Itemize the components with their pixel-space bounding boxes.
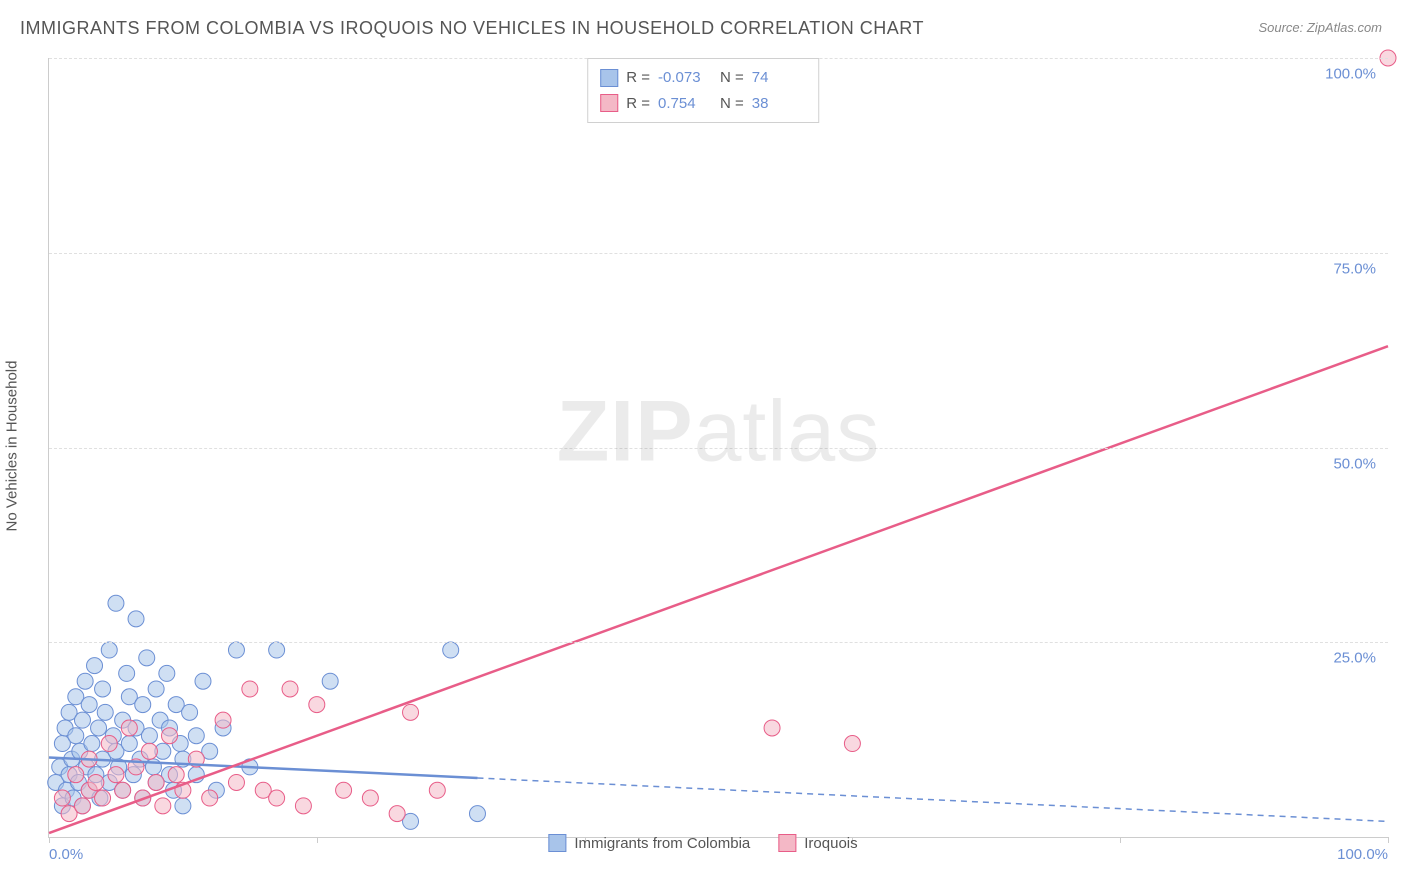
scatter-point [282,681,298,697]
scatter-point [135,697,151,713]
scatter-point [269,790,285,806]
scatter-point [195,673,211,689]
chart-title: IMMIGRANTS FROM COLOMBIA VS IROQUOIS NO … [20,18,924,39]
scatter-point [139,650,155,666]
x-tick-label: 100.0% [1337,846,1388,863]
scatter-point [91,720,107,736]
scatter-point [148,774,164,790]
legend-row-1: R = 0.754 N = 38 [600,91,806,117]
legend-row-0: R = -0.073 N = 74 [600,65,806,91]
scatter-point [68,767,84,783]
scatter-point [108,595,124,611]
r-value-1: 0.754 [658,91,712,117]
source-attribution: Source: ZipAtlas.com [1258,20,1382,35]
scatter-point [81,697,97,713]
scatter-point [108,767,124,783]
scatter-point [84,736,100,752]
scatter-point [115,782,131,798]
x-tick [49,837,50,843]
scatter-point [336,782,352,798]
x-tick-label: 0.0% [49,846,83,863]
scatter-point [175,798,191,814]
scatter-point [242,681,258,697]
plot-area: ZIPatlas 25.0%50.0%75.0%100.0%0.0%100.0% [48,58,1388,838]
gridline [49,448,1388,449]
scatter-point [215,712,231,728]
gridline [49,253,1388,254]
scatter-point [97,704,113,720]
scatter-point [202,790,218,806]
gridline [49,642,1388,643]
scatter-point [95,681,111,697]
x-tick [317,837,318,843]
scatter-point [141,728,157,744]
scatter-point [68,728,84,744]
scatter-point [77,673,93,689]
n-value-1: 38 [752,91,806,117]
y-tick-label: 25.0% [1333,650,1376,667]
scatter-point [119,665,135,681]
scatter-point [182,704,198,720]
scatter-point [764,720,780,736]
legend-swatch-1 [600,94,618,112]
scatter-point [95,790,111,806]
scatter-point [429,782,445,798]
scatter-point [322,673,338,689]
n-value-0: 74 [752,65,806,91]
legend-bottom-swatch-1 [778,834,796,852]
scatter-point [269,642,285,658]
legend-bottom-swatch-0 [548,834,566,852]
scatter-point [443,642,459,658]
legend-bottom-label-0: Immigrants from Colombia [574,835,750,852]
scatter-point [389,806,405,822]
scatter-point [469,806,485,822]
y-tick-label: 100.0% [1325,66,1376,83]
series-legend: Immigrants from Colombia Iroquois [548,834,857,852]
scatter-point [309,697,325,713]
legend-bottom-label-1: Iroquois [804,835,857,852]
scatter-point [87,658,103,674]
scatter-point [121,736,137,752]
scatter-point [101,642,117,658]
scatter-point [74,712,90,728]
scatter-point [128,611,144,627]
scatter-point [74,798,90,814]
y-tick-label: 75.0% [1333,260,1376,277]
scatter-point [168,767,184,783]
r-value-0: -0.073 [658,65,712,91]
scatter-point [403,704,419,720]
trend-line-dashed [477,778,1388,821]
legend-item-1: Iroquois [778,834,857,852]
scatter-point [54,790,70,806]
y-axis-title: No Vehicles in Household [4,361,21,532]
x-tick [1388,837,1389,843]
scatter-point [228,642,244,658]
scatter-point [155,798,171,814]
trend-line-solid [49,346,1388,833]
correlation-legend: R = -0.073 N = 74 R = 0.754 N = 38 [587,58,819,123]
legend-item-0: Immigrants from Colombia [548,834,750,852]
scatter-point [141,743,157,759]
scatter-point [148,681,164,697]
scatter-point [844,736,860,752]
scatter-point [159,665,175,681]
x-tick [1120,837,1121,843]
scatter-point [188,728,204,744]
scatter-point [101,736,117,752]
scatter-point [88,774,104,790]
scatter-point [295,798,311,814]
scatter-point [162,728,178,744]
legend-swatch-0 [600,69,618,87]
scatter-point [362,790,378,806]
y-tick-label: 50.0% [1333,455,1376,472]
scatter-point [228,774,244,790]
scatter-point [121,720,137,736]
